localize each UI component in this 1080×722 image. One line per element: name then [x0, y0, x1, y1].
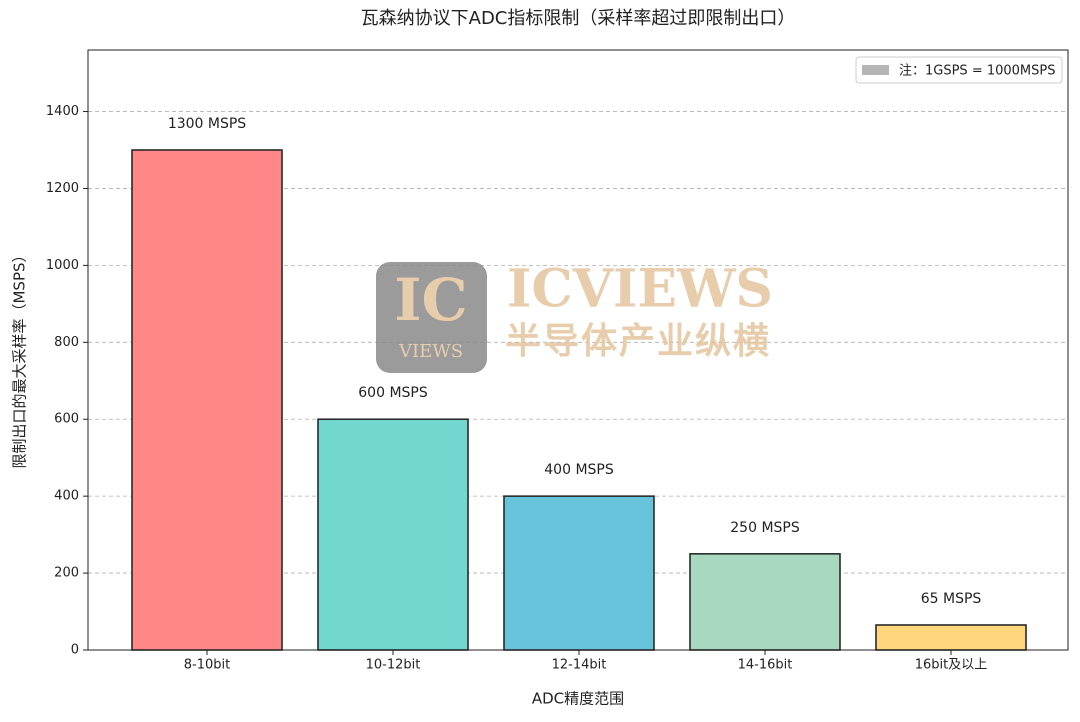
value-label: 600 MSPS	[358, 385, 428, 401]
x-tick-label: 16bit及以上	[915, 658, 988, 673]
plot-frame	[87, 49, 1069, 651]
x-tick-label: 12-14bit	[552, 658, 607, 673]
watermark-mark: IC	[394, 266, 467, 334]
value-label: 250 MSPS	[730, 520, 800, 536]
y-tick-label: 400	[54, 489, 79, 504]
watermark-mark-sub: VIEWS	[398, 341, 463, 362]
watermark-logo	[376, 262, 487, 373]
watermark: IC VIEWS ICVIEWS 半导体产业纵横	[376, 259, 773, 373]
y-tick-label: 600	[54, 412, 79, 427]
y-tick-label: 200	[54, 566, 79, 581]
x-tick-label: 14-16bit	[738, 658, 793, 673]
value-label: 65 MSPS	[921, 591, 982, 607]
bar	[317, 418, 469, 651]
legend-label: 注：1GSPS = 1000MSPS	[899, 64, 1056, 79]
value-label: 400 MSPS	[544, 462, 614, 478]
legend-box	[855, 56, 1063, 84]
watermark-tagline: 半导体产业纵横	[505, 320, 771, 362]
legend-swatch	[862, 65, 889, 75]
bar	[689, 553, 841, 651]
y-tick-label: 1400	[46, 104, 79, 119]
y-axis-label: 限制出口的最大采样率（MSPS）	[11, 247, 29, 468]
y-tick-label: 1200	[46, 181, 79, 196]
x-axis-label: ADC精度范围	[532, 690, 624, 708]
y-tick-label: 0	[71, 643, 79, 658]
bar	[131, 149, 283, 651]
value-label: 1300 MSPS	[168, 116, 246, 132]
x-tick-label: 10-12bit	[366, 658, 421, 673]
y-tick-label: 800	[54, 335, 79, 350]
watermark-name: ICVIEWS	[507, 259, 773, 320]
chart-title: 瓦森纳协议下ADC指标限制（采样率超过即限制出口）	[361, 8, 796, 29]
x-tick-label: 8-10bit	[184, 658, 230, 673]
y-tick-label: 1000	[46, 258, 79, 273]
bar	[503, 495, 655, 651]
bar	[875, 624, 1027, 651]
